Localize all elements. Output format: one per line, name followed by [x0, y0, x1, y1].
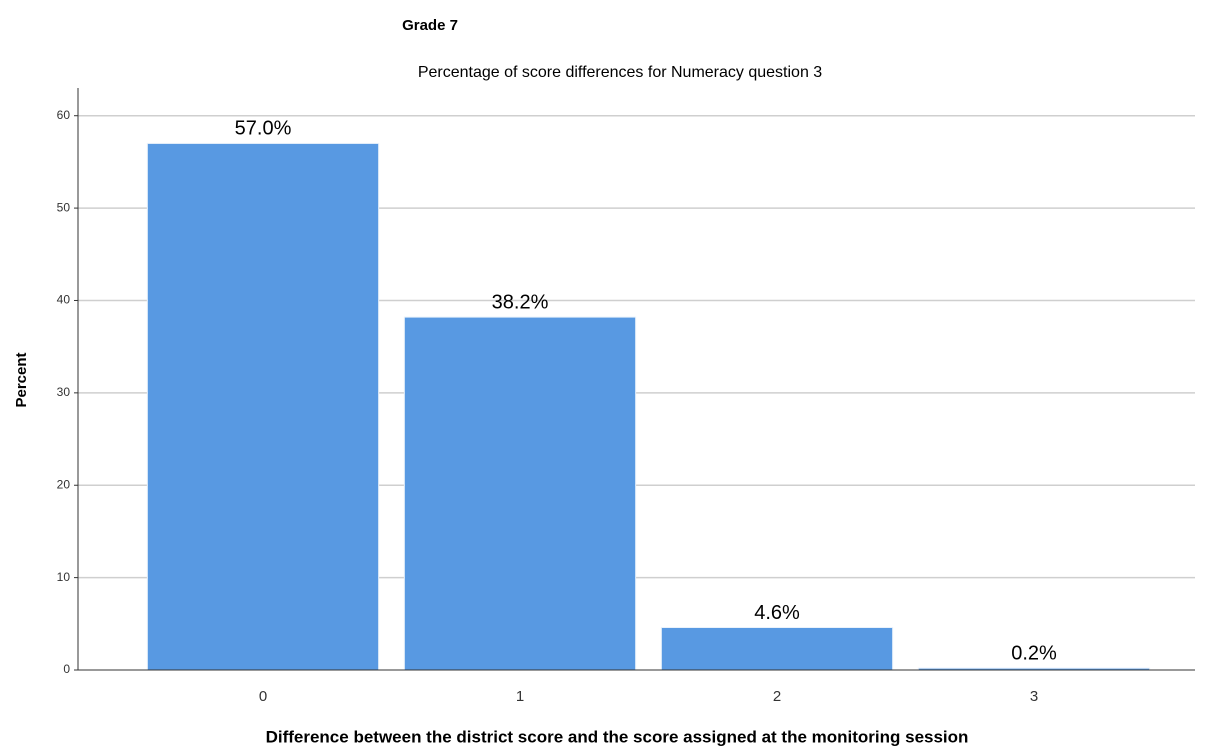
x-tick-label: 2	[773, 688, 781, 705]
value-label: 38.2%	[492, 291, 549, 313]
value-label: 4.6%	[754, 602, 800, 624]
y-tick-label: 50	[57, 200, 71, 214]
x-tick-label: 0	[259, 688, 267, 705]
bar	[146, 142, 380, 671]
value-label: 57.0%	[235, 118, 292, 140]
y-tick-label: 10	[57, 570, 71, 584]
bar	[660, 627, 894, 671]
chart-title: Percentage of score differences for Nume…	[418, 64, 822, 81]
y-tick-label: 30	[57, 385, 71, 399]
bar	[403, 316, 637, 671]
value-label: 0.2%	[1011, 642, 1057, 664]
y-tick-label: 60	[57, 108, 71, 122]
y-tick-label: 20	[57, 477, 71, 491]
x-tick-label: 3	[1030, 688, 1038, 705]
y-tick-label: 40	[57, 293, 71, 307]
y-tick-label: 0	[63, 662, 70, 676]
y-axis-label: Percent	[13, 352, 30, 407]
x-axis-label: Difference between the district score an…	[266, 727, 969, 746]
x-tick-label: 1	[516, 688, 524, 705]
heading: Grade 7	[402, 17, 458, 34]
